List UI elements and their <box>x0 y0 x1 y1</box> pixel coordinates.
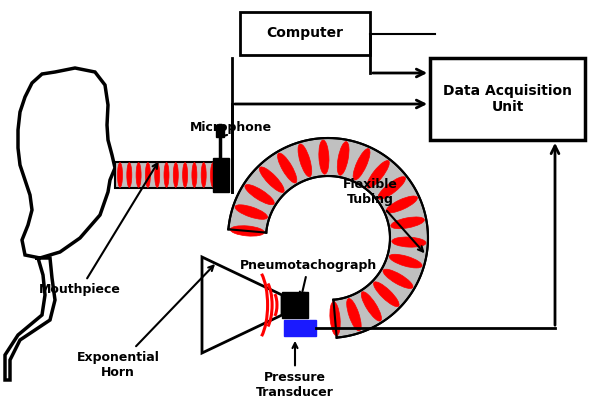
Ellipse shape <box>173 163 178 187</box>
Text: Exponential
Horn: Exponential Horn <box>77 266 214 379</box>
Text: Computer: Computer <box>266 27 343 40</box>
Ellipse shape <box>330 302 340 336</box>
Ellipse shape <box>361 292 382 321</box>
Ellipse shape <box>235 205 268 219</box>
Ellipse shape <box>182 163 188 187</box>
Ellipse shape <box>155 163 160 187</box>
Bar <box>115 162 218 188</box>
Ellipse shape <box>319 140 329 174</box>
Ellipse shape <box>192 163 197 187</box>
Bar <box>282 292 308 318</box>
Ellipse shape <box>353 149 370 180</box>
Ellipse shape <box>392 237 426 247</box>
Ellipse shape <box>383 269 413 288</box>
Text: Pneumotachograph: Pneumotachograph <box>240 259 377 297</box>
Text: Data Acquisition
Unit: Data Acquisition Unit <box>443 84 572 114</box>
Ellipse shape <box>389 254 422 268</box>
Ellipse shape <box>118 163 122 187</box>
Ellipse shape <box>278 153 297 183</box>
Ellipse shape <box>127 163 132 187</box>
Bar <box>216 125 224 137</box>
Ellipse shape <box>391 217 424 229</box>
Ellipse shape <box>347 299 361 331</box>
Ellipse shape <box>337 142 349 175</box>
Text: Flexible
Tubing: Flexible Tubing <box>343 178 423 252</box>
Ellipse shape <box>386 196 418 213</box>
Polygon shape <box>18 68 115 258</box>
Ellipse shape <box>211 163 215 187</box>
Bar <box>240 12 370 55</box>
Polygon shape <box>229 138 428 338</box>
Ellipse shape <box>245 185 274 205</box>
Bar <box>284 320 316 336</box>
Ellipse shape <box>164 163 169 187</box>
Bar <box>430 58 585 140</box>
Ellipse shape <box>201 163 206 187</box>
Ellipse shape <box>145 163 151 187</box>
Ellipse shape <box>367 160 389 188</box>
Ellipse shape <box>378 177 406 199</box>
Bar <box>213 158 229 192</box>
Polygon shape <box>5 258 55 380</box>
Ellipse shape <box>259 167 284 192</box>
Ellipse shape <box>230 226 265 236</box>
Text: Microphone: Microphone <box>190 122 272 137</box>
Ellipse shape <box>298 144 312 177</box>
Polygon shape <box>202 257 282 353</box>
Text: Mouthpiece: Mouthpiece <box>39 163 157 297</box>
Text: Pressure
Transducer: Pressure Transducer <box>256 343 334 399</box>
Ellipse shape <box>136 163 141 187</box>
Ellipse shape <box>374 282 399 307</box>
